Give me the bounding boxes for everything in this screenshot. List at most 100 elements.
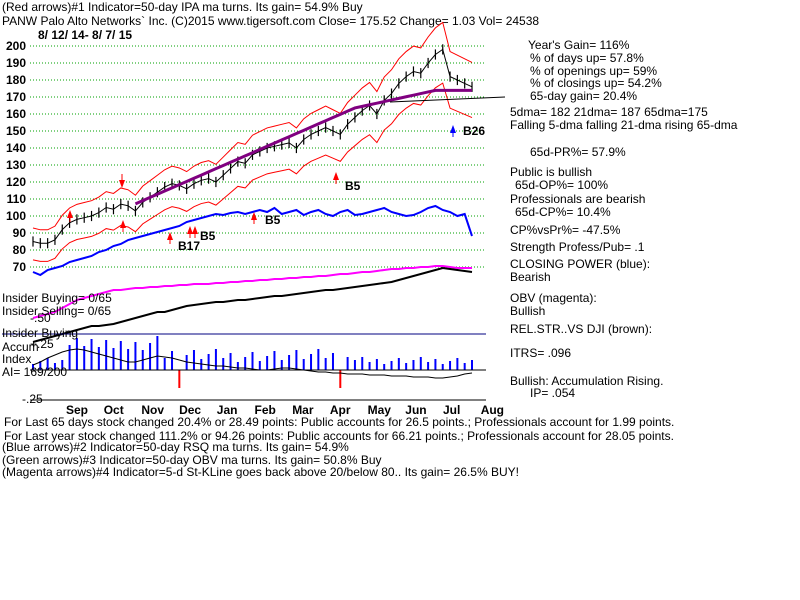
accum-negative-bar xyxy=(339,370,342,388)
closing-power-line xyxy=(32,204,473,277)
cp-65: 65d-CP%= 10.4% xyxy=(515,205,611,219)
x-tick-label: Sep xyxy=(66,403,89,417)
x-tick-label: Jun xyxy=(405,403,427,417)
minus-50-label: -.50 xyxy=(30,311,51,325)
x-tick-label: Nov xyxy=(141,403,165,417)
accum-bar xyxy=(441,364,444,370)
accum-bar xyxy=(75,338,78,370)
accum-bar xyxy=(53,363,56,370)
accum-bar xyxy=(32,364,34,370)
accum-negative-bar xyxy=(178,370,181,388)
signal-arrow xyxy=(251,212,257,220)
accum-bar xyxy=(405,363,408,370)
accum-bar xyxy=(244,357,247,370)
rel-strength-line xyxy=(32,266,473,343)
itrs: ITRS= .096 xyxy=(510,346,572,360)
accum-bar xyxy=(427,362,430,370)
accum-bar xyxy=(324,358,327,370)
closing-power-label: CLOSING POWER (blue): xyxy=(510,257,651,271)
gain-65: 65-day gain= 20.4% xyxy=(530,89,638,103)
pr-65: 65d-PR%= 57.9% xyxy=(530,145,626,159)
x-tick-label: Dec xyxy=(179,403,202,417)
op-65: 65d-OP%= 100% xyxy=(515,178,609,192)
x-tick-label: Aug xyxy=(480,403,505,417)
accum-bar xyxy=(171,351,174,370)
index-label: Index xyxy=(2,352,32,366)
accum-bar xyxy=(390,361,393,370)
accum-bar xyxy=(273,351,276,370)
accum-bar xyxy=(229,353,232,370)
y-tick-label: 70 xyxy=(12,260,26,274)
y-tick-label: 190 xyxy=(5,56,26,70)
x-tick-label: May xyxy=(367,403,391,417)
accum-bar xyxy=(368,362,371,370)
date-range: 8/ 12/ 14- 8/ 7/ 15 xyxy=(38,28,133,42)
obv-label: OBV (magenta): xyxy=(510,291,597,305)
y-tick-label: 110 xyxy=(6,192,26,206)
signal-label: B5 xyxy=(345,179,361,193)
accum-bar xyxy=(383,364,386,370)
plus-25-label: +.25 xyxy=(30,337,54,351)
accum-label: Accum xyxy=(2,340,39,354)
accum-bar xyxy=(463,363,466,370)
y-tick-label: 130 xyxy=(5,158,26,172)
accum-bar xyxy=(207,354,210,370)
insider-buying-label: Insider Buying xyxy=(2,326,79,340)
signal-label: B5 xyxy=(265,213,281,227)
accum-bar xyxy=(236,362,239,370)
accum-bar xyxy=(156,336,159,370)
accum-bar xyxy=(39,361,42,370)
accum-bar xyxy=(310,354,313,370)
price-line xyxy=(32,48,473,244)
dma-trend: Falling 5-dma falling 21-dma rising 65-d… xyxy=(510,118,738,132)
accum-bar xyxy=(222,358,225,370)
accum-bar xyxy=(149,343,152,370)
obv-line xyxy=(32,265,472,319)
accum-bar xyxy=(258,361,261,370)
accum-bar xyxy=(90,339,93,370)
signal-arrow xyxy=(333,172,339,180)
footer-green-arrows: (Green arrows)#3 Indicator=50-day OBV ma… xyxy=(2,453,382,467)
accum-bar xyxy=(192,350,195,370)
accum-bar xyxy=(419,357,422,370)
accum-bar xyxy=(346,357,349,370)
accumulation-status: Bullish: Accumulation Rising. xyxy=(510,374,664,388)
signal-arrow xyxy=(67,210,73,218)
x-tick-label: Apr xyxy=(329,403,351,417)
closing-power-value: Bearish xyxy=(510,270,551,284)
x-tick-label: Feb xyxy=(254,403,276,417)
accum-bar xyxy=(266,356,269,370)
y-tick-label: 90 xyxy=(12,226,26,240)
cp-vs-pr: CP%vsPr%= -47.5% xyxy=(510,223,621,237)
accum-bar xyxy=(449,361,452,370)
indicator-title: (Red arrows)#1 Indicator=50-day IPA ma t… xyxy=(2,0,363,14)
accum-bar xyxy=(105,340,108,370)
dma-values: 5dma= 182 21dma= 187 65dma=175 xyxy=(510,105,708,119)
signal-arrow xyxy=(192,226,198,234)
trend-line xyxy=(389,96,506,103)
accum-bar xyxy=(375,359,378,370)
signal-arrow xyxy=(120,220,126,228)
signal-arrow xyxy=(119,180,125,188)
public-status: Public is bullish xyxy=(510,165,593,179)
ai-value: AI= 169/200 xyxy=(2,365,68,379)
accum-bar xyxy=(412,360,415,370)
accum-bar xyxy=(214,349,217,370)
ip-value: IP= .054 xyxy=(530,386,576,400)
accum-bar xyxy=(46,358,49,370)
footer-blue-arrows: (Blue arrows)#2 Indicator=50-day RSQ ma … xyxy=(2,440,349,454)
accum-bar xyxy=(434,359,437,370)
obv-value: Bullish xyxy=(510,304,546,318)
minus-25-label: -.25 xyxy=(22,392,43,406)
accum-bar xyxy=(288,355,291,370)
signal-label: B26 xyxy=(463,124,485,138)
accum-bar xyxy=(163,358,166,370)
signal-arrow xyxy=(187,226,193,234)
years-gain: Year's Gain= 116% xyxy=(528,38,630,52)
accum-bar xyxy=(353,360,356,370)
accum-bar xyxy=(61,360,64,370)
accum-bar xyxy=(331,353,334,370)
accum-bar xyxy=(112,348,115,370)
insider-buying-ratio: Insider Buying= 0/65 xyxy=(2,291,112,305)
accum-bar xyxy=(134,342,137,370)
